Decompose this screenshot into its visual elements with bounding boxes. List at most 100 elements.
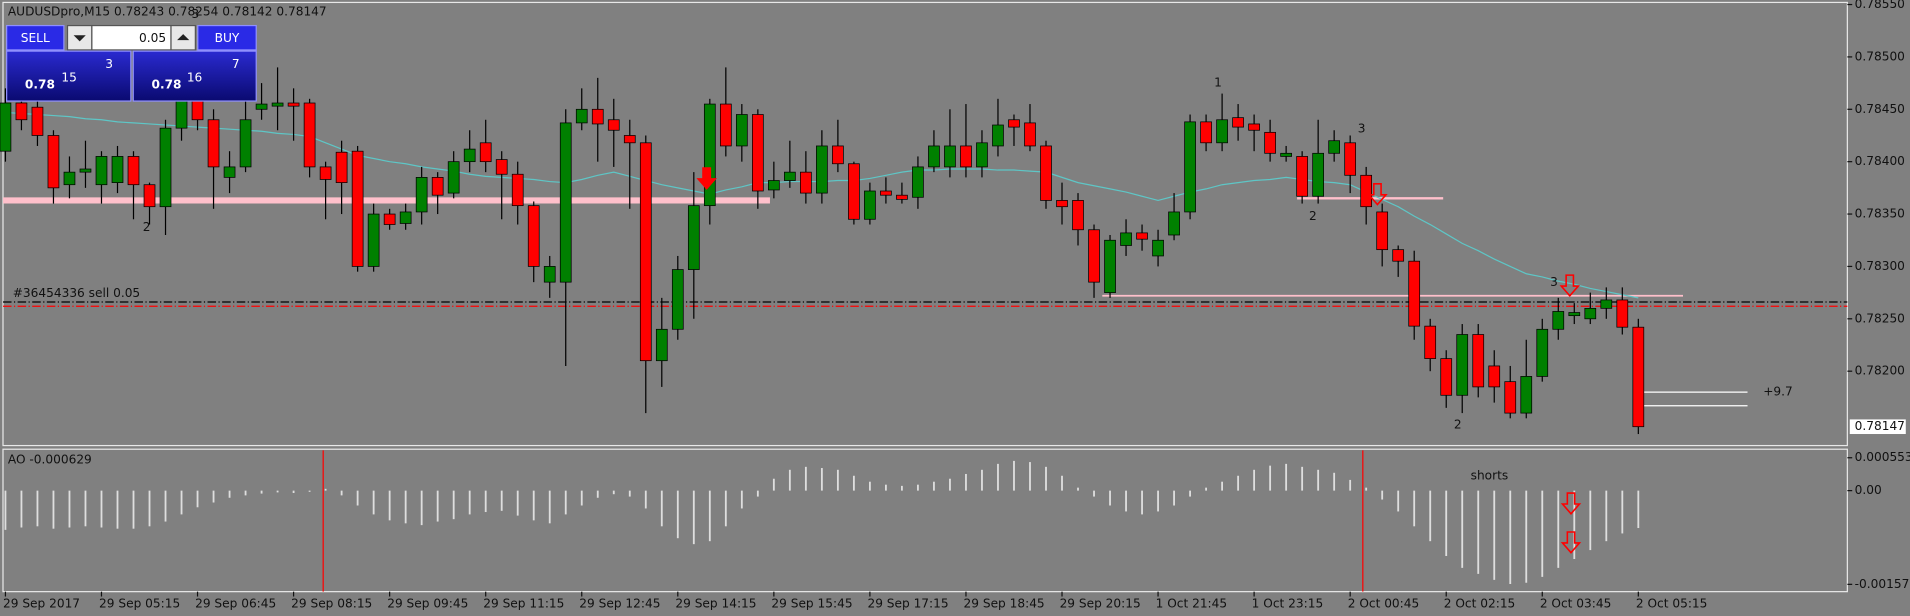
candle-body [1264,131,1276,154]
candle-body [1168,211,1180,236]
y-tick-label: 0.78400 [1855,154,1905,168]
candle-body [31,106,44,136]
candle-body [1136,232,1148,240]
candle-body [447,161,460,194]
bid-quote-bg[interactable] [6,50,132,102]
candle-body [1280,152,1292,157]
candle-body [223,166,236,178]
y-tick-label: 0.000553 [1855,450,1910,464]
y-tick-label: 0.78450 [1855,102,1905,116]
x-tick-label: 1 Oct 23:15 [1252,596,1324,610]
buy-label[interactable]: BUY [215,31,240,45]
candle-body [1376,211,1389,251]
annotation: +9.7 [1763,384,1793,398]
lot-value[interactable]: 0.05 [139,31,166,45]
x-tick-label: 29 Sep 18:45 [964,596,1045,610]
candle-body [1504,381,1517,414]
ask-quote-bg[interactable] [132,50,257,102]
candle-body [559,122,572,283]
ask-pip: 7 [232,57,240,71]
main-panel [2,1,1848,447]
down-arrow-icon [73,35,86,42]
x-tick-label: 2 Oct 00:45 [1348,596,1420,610]
x-tick-label: 2 Oct 02:15 [1444,596,1516,610]
order-label: #36454336 sell 0.05 [13,286,140,300]
lot-input[interactable] [91,24,172,51]
candle-body [1360,174,1373,208]
candle-body [1216,119,1228,144]
last-price-tag [1849,419,1906,435]
candle-body [1056,200,1068,208]
candle-body [1328,140,1340,154]
candle-body [768,180,780,191]
candle-body [1344,142,1357,176]
candle-body [1024,122,1036,147]
candle-body [607,119,620,131]
candle-body [623,135,636,144]
candle-body [1552,311,1565,330]
candle-body [143,184,156,208]
candle-body [784,171,796,181]
candle-body [543,266,556,283]
candle-body [1184,121,1196,213]
candle-body [816,145,828,194]
buy-button-bg[interactable] [197,24,257,51]
annotation: 3 [1550,275,1558,289]
bid-big: 0.78 [25,78,55,92]
bid-quote[interactable]: 0.78 15 3 [6,50,132,102]
candle-body [1536,328,1549,377]
ask-big: 0.78 [152,78,182,92]
candle-body [1040,145,1052,201]
y-tick-label: 0.78250 [1855,311,1905,325]
candle-body [976,142,988,168]
candle-body [832,145,844,165]
candle-body [1488,365,1501,388]
candle-body [47,135,60,189]
candle-body [1472,334,1485,388]
annotation: shorts [1471,468,1509,482]
candle-body [287,102,300,107]
candle-body [1456,334,1469,396]
x-tick-label: 29 Sep 05:15 [99,596,180,610]
candle-body [1088,229,1100,283]
candle-body [703,103,716,207]
candle-body [415,177,428,213]
candle-body [383,213,396,225]
bid-pip: 3 [105,57,113,71]
x-tick-label: 29 Sep 12:45 [579,596,660,610]
indicator-panel [2,448,1848,593]
candle-body [1392,249,1405,262]
candle-body [1104,239,1116,293]
candle-body [671,269,684,330]
x-tick-label: 29 Sep 08:15 [291,596,372,610]
annotation: 2 [143,220,151,234]
ask-quote[interactable]: 0.78 16 7 [132,50,257,102]
candle-body [735,114,748,147]
candle-body [463,148,476,163]
candle-body [800,171,812,194]
candle-body [1632,326,1645,428]
candle-body [591,108,604,125]
candle-body [303,102,316,168]
buy-button[interactable]: BUY [197,24,257,51]
sell-button[interactable]: SELL [6,24,65,51]
x-tick-label: 29 Sep 20:15 [1060,596,1141,610]
candle-body [63,171,76,186]
candle-body [1568,312,1581,317]
candle-body [111,156,124,183]
candle-body [687,205,700,270]
candle-body [1008,119,1020,128]
candle-body [527,205,540,267]
sell-button-bg[interactable] [6,24,65,51]
candle-body [239,119,252,168]
candle-body [896,194,908,200]
candle-body [367,213,380,267]
annotation: 2 [1454,417,1462,431]
candle-body [1200,121,1212,144]
sell-label[interactable]: SELL [21,31,50,45]
y-tick-label: 0.78200 [1855,364,1905,378]
candle-body [1600,299,1613,309]
y-tick-label: 0.78300 [1855,259,1905,273]
